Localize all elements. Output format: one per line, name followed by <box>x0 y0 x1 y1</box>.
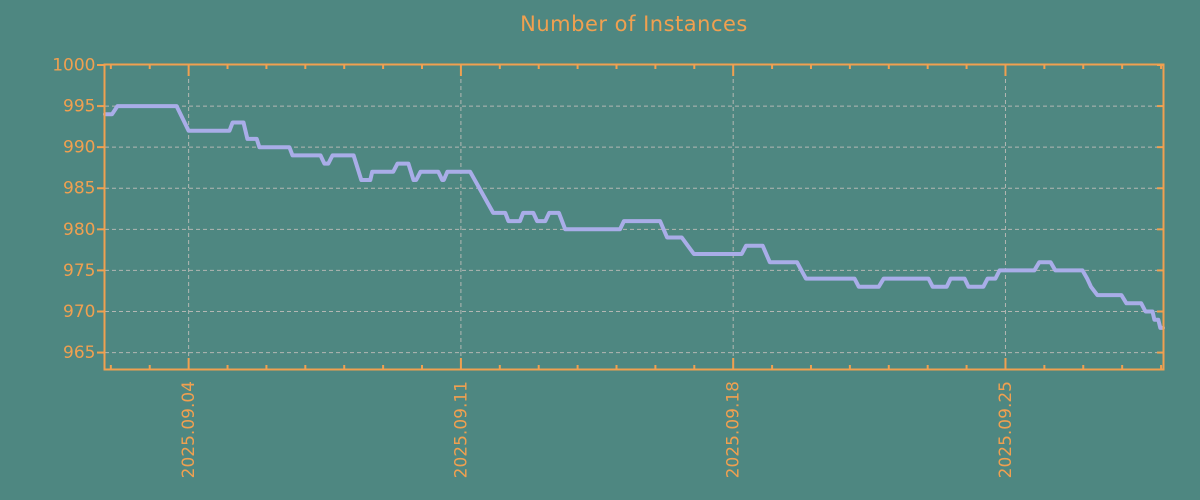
data-line-instances <box>103 104 1165 330</box>
y-tick-label: 970 <box>63 302 95 322</box>
chart-title: Number of Instances <box>520 12 748 36</box>
x-tick-label: 2025.09.25 <box>996 381 1016 478</box>
y-tick-label: 1000 <box>52 56 95 76</box>
x-tick-label: 2025.09.04 <box>179 381 199 478</box>
y-tick-label: 985 <box>63 179 95 199</box>
y-tick-label: 995 <box>63 97 95 117</box>
y-tick-label: 965 <box>63 343 95 363</box>
plot-border <box>103 63 1165 371</box>
y-tick-label: 980 <box>63 220 95 240</box>
y-tick-label: 990 <box>63 138 95 158</box>
y-tick-label: 975 <box>63 261 95 281</box>
x-tick-label: 2025.09.18 <box>724 381 744 478</box>
x-tick-label: 2025.09.11 <box>451 381 471 478</box>
